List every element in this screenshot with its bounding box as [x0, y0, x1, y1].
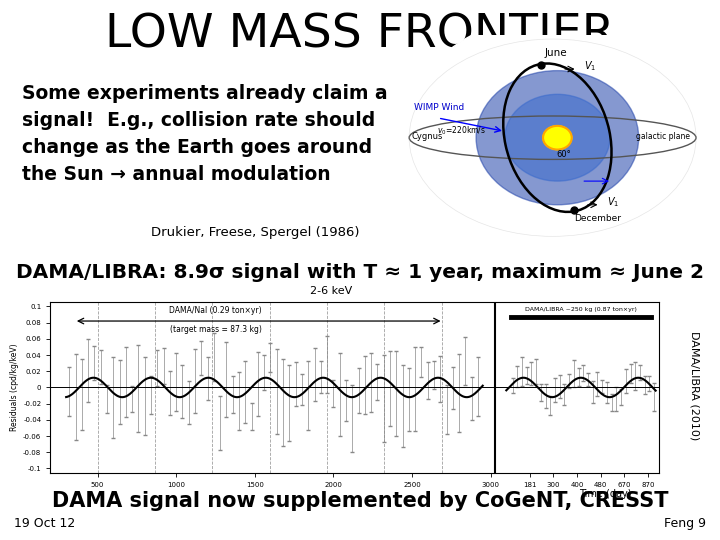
Text: Some experiments already claim a
signal!  E.g., collision rate should
change as : Some experiments already claim a signal!…	[22, 84, 387, 185]
Text: 19 Oct 12: 19 Oct 12	[14, 517, 76, 530]
Circle shape	[543, 126, 572, 150]
Circle shape	[405, 15, 701, 260]
Text: June: June	[544, 48, 567, 58]
Text: Drukier, Freese, Spergel (1986): Drukier, Freese, Spergel (1986)	[151, 226, 360, 239]
Text: Cygnus: Cygnus	[411, 132, 443, 141]
Text: DAMA/LIBRA (2010): DAMA/LIBRA (2010)	[689, 332, 699, 441]
Text: WIMP Wind: WIMP Wind	[414, 103, 464, 112]
Text: DAMA/LIBRA: 8.9σ signal with T ≈ 1 year, maximum ≈ June 2: DAMA/LIBRA: 8.9σ signal with T ≈ 1 year,…	[16, 263, 704, 282]
Text: $V_1$: $V_1$	[607, 195, 619, 208]
Text: DAMA/NaI (0.29 ton×yr): DAMA/NaI (0.29 ton×yr)	[169, 306, 262, 314]
Text: $V_1$: $V_1$	[584, 59, 596, 73]
Text: December: December	[574, 213, 621, 222]
Text: $v_0$=220km/s: $v_0$=220km/s	[437, 125, 486, 137]
Text: Feng 9: Feng 9	[664, 517, 706, 530]
Text: DAMA signal now supplemented by CoGeNT, CRESST: DAMA signal now supplemented by CoGeNT, …	[52, 491, 668, 511]
Circle shape	[476, 71, 639, 205]
Text: Time (day): Time (day)	[579, 489, 631, 499]
Text: galactic plane: galactic plane	[636, 132, 690, 141]
Circle shape	[505, 94, 610, 181]
Text: 2-6 keV: 2-6 keV	[310, 286, 352, 295]
Text: (target mass = 87.3 kg): (target mass = 87.3 kg)	[169, 325, 261, 334]
Text: 60°: 60°	[557, 151, 572, 159]
Text: LOW MASS FRONTIER: LOW MASS FRONTIER	[105, 12, 615, 58]
Y-axis label: Residuals (cpd/kg/keV): Residuals (cpd/kg/keV)	[10, 343, 19, 431]
Text: DAMA/LIBRA ~250 kg (0.87 ton×yr): DAMA/LIBRA ~250 kg (0.87 ton×yr)	[525, 307, 637, 312]
